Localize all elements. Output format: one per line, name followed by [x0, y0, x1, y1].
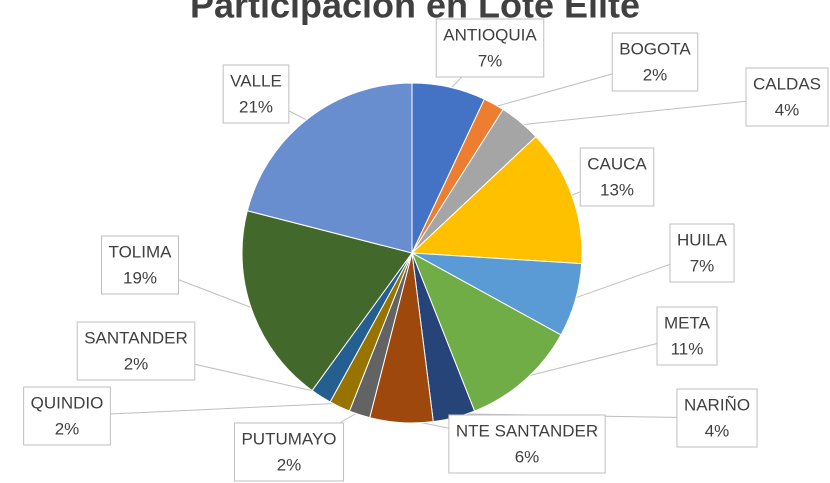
leader-line [66, 402, 342, 417]
label-box [669, 223, 735, 283]
label-value: 4% [775, 100, 800, 119]
label-name: CALDAS [753, 74, 821, 93]
slices [241, 82, 583, 424]
label-value: 4% [705, 421, 730, 440]
label-value: 2% [55, 419, 80, 438]
label-box [76, 321, 196, 381]
label-value: 13% [600, 180, 634, 199]
data-label: TOLIMA 19% [101, 235, 179, 295]
data-label: META 11% [656, 306, 718, 366]
leader-line [517, 96, 788, 126]
slice [410, 135, 583, 265]
label-box [222, 64, 290, 124]
label-box [676, 388, 758, 448]
data-label: HUILA 7% [669, 223, 735, 283]
data-label: BOGOTA 2% [611, 32, 699, 92]
label-name: NTE SANTANDER [456, 421, 598, 440]
label-name: SANTANDER [84, 328, 188, 347]
data-label: SANTANDER 2% [76, 321, 196, 381]
label-box [579, 147, 655, 207]
label-box [611, 32, 699, 92]
label-name: PUTUMAYO [241, 429, 336, 448]
data-label: PUTUMAYO 2% [233, 422, 345, 482]
label-name: META [664, 313, 711, 332]
label-box [23, 386, 111, 446]
label-box [656, 306, 718, 366]
labels: ANTIOQUIA 7% BOGOTA 2% CALDAS 4% CAUCA 13% HUILA… [23, 18, 829, 482]
label-value: 21% [239, 97, 273, 116]
slice [411, 251, 562, 412]
slice [246, 82, 413, 254]
data-label: NTE SANTANDER 6% [448, 414, 606, 474]
label-value: 2% [277, 455, 302, 474]
label-value: 6% [515, 447, 540, 466]
label-value: 7% [478, 51, 503, 70]
label-value: 19% [123, 268, 157, 287]
label-name: NARIÑO [684, 395, 750, 414]
label-box [101, 235, 179, 295]
label-box [448, 414, 606, 474]
chart-title: Participación en Lote Élite [190, 0, 640, 26]
label-name: BOGOTA [619, 39, 691, 58]
data-label: CALDAS 4% [745, 67, 829, 127]
data-label: ANTIOQUIA 7% [435, 18, 545, 78]
label-box [435, 18, 545, 78]
data-label: VALLE 21% [222, 64, 290, 124]
label-value: 11% [671, 339, 704, 358]
data-label: NARIÑO 4% [676, 388, 758, 448]
label-name: VALLE [230, 71, 282, 90]
label-name: ANTIOQUIA [443, 25, 537, 44]
label-name: TOLIMA [109, 242, 173, 261]
label-name: HUILA [677, 230, 728, 249]
label-box [233, 422, 345, 482]
label-box [745, 67, 829, 127]
label-value: 2% [643, 65, 668, 84]
label-value: 2% [124, 354, 149, 373]
data-label: QUINDIO 2% [23, 386, 111, 446]
data-label: CAUCA 13% [579, 147, 655, 207]
slice [241, 210, 413, 392]
label-name: QUINDIO [31, 393, 104, 412]
label-name: CAUCA [587, 154, 647, 173]
label-value: 7% [690, 256, 715, 275]
